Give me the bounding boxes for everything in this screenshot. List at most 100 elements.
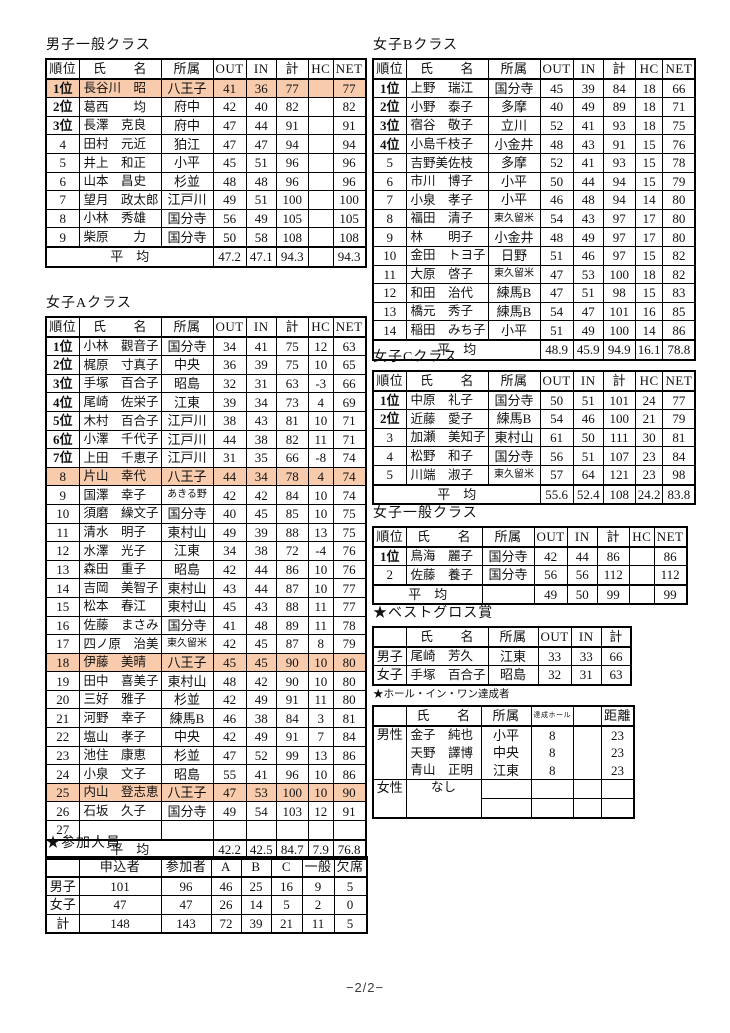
table-row: 23 池住 康恵 杉並 47 52 99 13 86: [45, 745, 367, 766]
data-cell: 84: [602, 78, 636, 99]
data-cell: 昭島: [160, 764, 214, 784]
womens-b-table: 順位氏 名所属 OUT IN 計 HC NET 1位 上野 瑞江 国分寺 45 39 84 18 66 2位…: [372, 58, 697, 361]
data-cell: 51: [572, 446, 604, 466]
mens-general-section: 男子一般クラス 順位氏 名所属 OUT IN 計 HC NET 1位 長谷川 昭八王子 41 36…: [45, 37, 367, 268]
row-label-cell: 4位: [45, 392, 80, 412]
data-cell: 小澤 千代子: [78, 429, 162, 450]
data-cell: 82: [662, 264, 696, 285]
row-label-cell: 14: [372, 320, 407, 341]
table-row: 3位 手塚 百合子 昭島 32 31 63 -3 66: [45, 373, 367, 394]
data-cell: 42: [212, 559, 247, 580]
row-label-cell: 4: [45, 134, 80, 154]
header-cell: 順位: [372, 526, 407, 548]
data-cell: 平 均: [372, 483, 541, 505]
row-label-cell: 1位: [372, 78, 407, 99]
data-cell: なし: [405, 779, 482, 819]
table-row: 4位 小島千枝子 小金井 48 43 91 15 76: [372, 134, 696, 154]
data-cell: 47.2: [212, 245, 247, 268]
row-label-cell: 4: [372, 446, 407, 466]
participants-table: 申込者 参加者 A B C 一般 欠席 男子 101 96 46 25 16 9 5 女子 47 47 26 14 5 2…: [45, 856, 368, 935]
data-cell: 77: [275, 78, 309, 99]
data-cell: 61: [539, 427, 574, 448]
table-row: 7 小泉 孝子 小平 46 48 94 14 80: [372, 190, 696, 210]
womens-c-table: 順位氏 名所属 OUT IN 計 HC NET 1位 中原 礼子 国分寺 50 51 101 24 77 2…: [372, 370, 697, 506]
data-cell: [307, 208, 334, 229]
data-cell: 42: [212, 485, 247, 505]
header-cell: 参加者: [160, 856, 212, 878]
data-cell: -3: [307, 373, 334, 394]
data-cell: 45: [245, 503, 277, 524]
data-cell: 江戸川: [160, 410, 214, 431]
table-row: 男子 101 96 46 25 16 9 5: [45, 876, 368, 897]
data-cell: 10: [307, 578, 334, 598]
data-cell: 56: [539, 446, 574, 466]
data-cell: 49: [212, 522, 247, 543]
data-cell: 水澤 光子: [78, 541, 162, 561]
data-cell: 10: [307, 410, 334, 431]
header-cell: NET: [662, 370, 696, 392]
data-cell: 74: [332, 448, 367, 468]
data-cell: 148: [78, 913, 162, 934]
data-cell: 14: [634, 320, 664, 341]
data-cell: 50: [212, 227, 247, 248]
data-cell: 池住 康恵: [78, 745, 162, 766]
header-cell: 計: [602, 58, 636, 80]
data-cell: 14: [240, 895, 272, 915]
row-label-cell: 9: [45, 485, 80, 505]
data-cell: 10: [307, 782, 334, 803]
data-cell: [628, 546, 655, 567]
row-label-cell: 10: [45, 503, 80, 524]
data-cell: 国分寺: [160, 615, 214, 636]
data-cell: [481, 583, 535, 605]
data-cell: あきる野: [160, 485, 214, 505]
womens-a-table: 順位氏 名所属 OUT IN 計 HC NET 1位 小林 觀音子 国分寺 34 41 75 12 63 2…: [45, 316, 367, 861]
table-row: 8 小林 秀雄 国分寺 56 49 105 105: [45, 208, 367, 229]
row-label-cell: 2位: [372, 97, 407, 117]
data-cell: 18: [634, 97, 664, 117]
data-cell: 42: [212, 97, 247, 117]
data-cell: 43: [245, 596, 277, 617]
data-cell: 昭島: [160, 373, 214, 394]
data-cell: 107: [602, 446, 636, 466]
data-cell: 小泉 孝子: [405, 190, 489, 210]
data-cell: 梶原 寸真子: [78, 355, 162, 375]
data-cell: 46: [210, 876, 242, 897]
data-cell: 49: [212, 801, 247, 822]
data-cell: 東久留米: [487, 464, 541, 486]
data-cell: 80: [332, 671, 367, 691]
data-cell: [307, 190, 334, 210]
data-cell: 多摩: [487, 152, 541, 173]
data-cell: 橋元 秀子: [405, 301, 489, 322]
data-cell: [573, 797, 602, 819]
header-cell: NET: [653, 526, 688, 548]
row-label-cell: 計: [45, 913, 80, 934]
table-row: 4 松野 和子 国分寺 56 51 107 23 84: [372, 446, 696, 466]
table-row: 20 三好 雅子 杉並 42 49 91 11 80: [45, 689, 367, 710]
data-cell: 8: [530, 744, 574, 762]
data-cell: 64: [572, 464, 604, 486]
data-cell: 31: [245, 373, 277, 394]
data-cell: 0: [333, 895, 368, 915]
data-cell: 36: [245, 78, 277, 99]
data-cell: 小平: [487, 171, 541, 192]
table-row: 14 稲田 みち子 小平 51 49 100 14 86: [372, 320, 696, 341]
row-label-cell: 22: [45, 727, 80, 747]
data-cell: 84: [275, 485, 309, 505]
data-cell: 国分寺: [160, 801, 214, 822]
table-row: 15 松本 春江 東村山 45 43 88 11 77: [45, 596, 367, 617]
row-label-cell: 13: [372, 301, 407, 322]
data-cell: 54: [539, 409, 574, 429]
row-label-cell: 9: [372, 227, 407, 247]
data-cell: 江戸川: [160, 190, 214, 210]
data-cell: [601, 797, 635, 819]
data-cell: 78: [662, 152, 696, 173]
data-cell: 望月 政太郎: [78, 190, 162, 210]
data-cell: 34: [212, 541, 247, 561]
data-cell: 48: [539, 134, 574, 154]
data-cell: 江戸川: [160, 448, 214, 468]
data-cell: 塩山 孝子: [78, 727, 162, 747]
data-cell: 47.1: [245, 245, 277, 268]
data-cell: 83: [662, 283, 696, 303]
data-cell: 金子 純也: [405, 725, 482, 745]
